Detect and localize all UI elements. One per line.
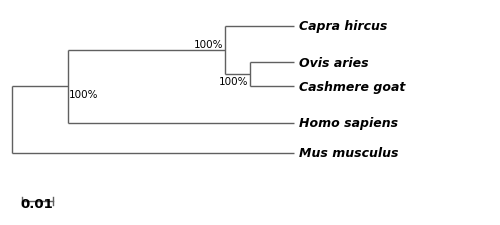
- Text: Cashmere goat: Cashmere goat: [298, 81, 405, 93]
- Text: 100%: 100%: [219, 76, 248, 86]
- Text: Mus musculus: Mus musculus: [298, 147, 398, 160]
- Text: 0.01: 0.01: [21, 197, 54, 210]
- Text: Homo sapiens: Homo sapiens: [298, 117, 398, 130]
- Text: 100%: 100%: [194, 39, 224, 49]
- Text: Capra hircus: Capra hircus: [298, 20, 387, 33]
- Text: 100%: 100%: [69, 89, 98, 99]
- Text: Ovis aries: Ovis aries: [298, 56, 368, 69]
